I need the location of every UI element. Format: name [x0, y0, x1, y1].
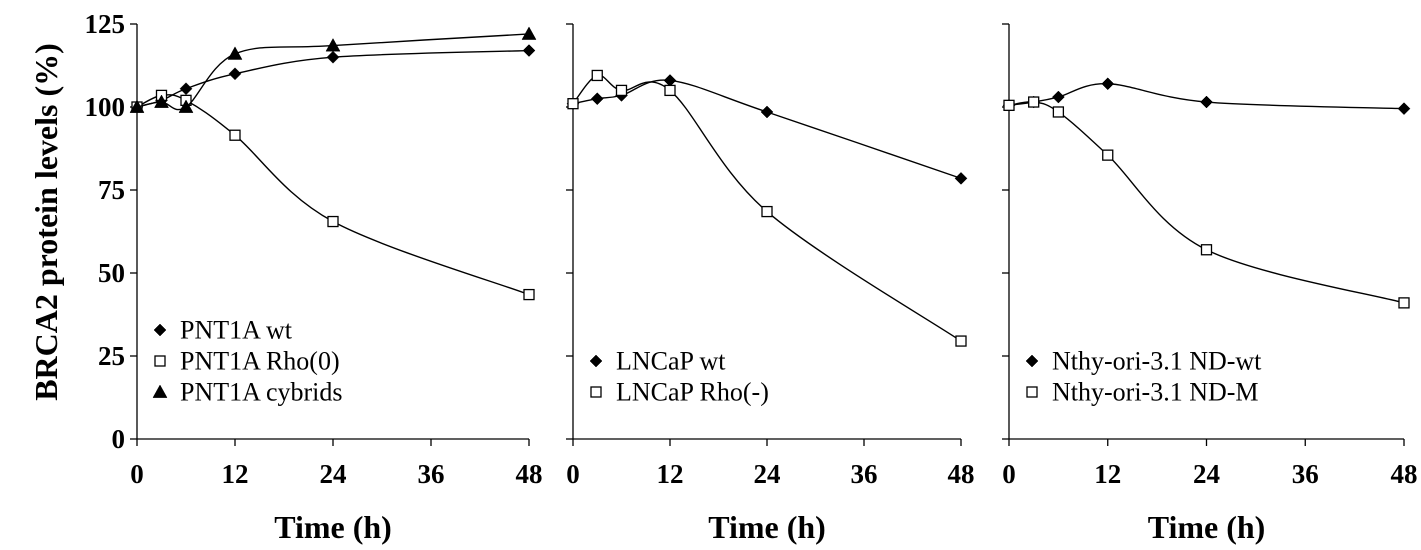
data-point-square — [1003, 99, 1015, 111]
x-axis-title: Time (h) — [274, 509, 392, 545]
data-point-diamond — [760, 105, 774, 119]
series-1 — [1002, 77, 1411, 116]
legend-marker-square — [154, 355, 166, 367]
x-tick-label: 24 — [320, 459, 347, 489]
series-line — [136, 94, 530, 296]
y-tick-label: 50 — [98, 258, 125, 288]
data-point-diamond — [1052, 90, 1065, 104]
data-point-triangle — [178, 99, 194, 113]
data-point-triangle — [325, 38, 341, 52]
data-point-square — [615, 84, 628, 97]
data-point-diamond — [1200, 95, 1213, 109]
series-line — [1008, 101, 1405, 304]
data-point-square — [955, 335, 967, 347]
data-point-square — [1398, 297, 1410, 309]
x-tick-label: 48 — [516, 459, 543, 489]
data-point-square — [567, 98, 579, 110]
data-point-square — [1102, 149, 1114, 161]
y-tick-label: 100 — [85, 92, 126, 122]
data-point-diamond — [1397, 102, 1411, 116]
legend-label: Nthy-ori-3.1 ND-wt — [1052, 347, 1262, 376]
legend-label: LNCaP wt — [616, 347, 726, 376]
x-tick-label: 48 — [948, 459, 975, 489]
x-tick-label: 24 — [1193, 459, 1220, 489]
data-point-square — [229, 129, 241, 141]
x-tick-label: 0 — [1002, 459, 1016, 489]
legend-label: PNT1A cybrids — [180, 378, 343, 407]
data-point-square — [1200, 244, 1213, 256]
data-point-triangle — [129, 99, 145, 113]
series-2 — [567, 69, 967, 347]
data-point-diamond — [228, 67, 242, 81]
x-tick-label: 0 — [566, 459, 580, 489]
data-point-diamond — [522, 44, 536, 57]
chart-panel-3: 0 12 24 36 48 Time (h) Nthy-ori-3.1 ND-wtNthy-… — [1002, 23, 1418, 545]
data-point-diamond — [590, 92, 604, 106]
x-tick-label: 12 — [1094, 459, 1121, 489]
x-tick-label: 12 — [222, 459, 249, 489]
legend-label: PNT1A Rho(0) — [180, 347, 340, 376]
data-point-square — [664, 84, 676, 97]
data-point-triangle — [227, 46, 243, 60]
legend-marker-diamond — [153, 323, 167, 337]
legend-marker-diamond — [589, 354, 603, 368]
data-point-square — [327, 215, 339, 228]
data-point-square — [1028, 96, 1040, 108]
series-3 — [129, 26, 537, 113]
x-tick-label: 12 — [657, 459, 684, 489]
data-point-diamond — [954, 172, 968, 185]
y-tick-label: 125 — [85, 9, 126, 39]
data-point-square — [1052, 106, 1065, 118]
data-point-square — [591, 69, 603, 82]
legend-marker-square — [590, 386, 602, 398]
data-point-diamond — [1101, 77, 1115, 91]
legend-label: Nthy-ori-3.1 ND-M — [1052, 378, 1259, 407]
x-tick-label: 36 — [851, 459, 878, 489]
x-tick-label: 36 — [1292, 459, 1319, 489]
legend-marker-triangle — [152, 384, 168, 398]
series-2 — [1003, 96, 1410, 309]
y-tick-label: 75 — [98, 175, 125, 205]
x-axis-title: Time (h) — [708, 509, 826, 545]
data-point-diamond — [663, 74, 677, 87]
y-tick-label: 25 — [98, 341, 125, 371]
x-tick-label: 48 — [1391, 459, 1418, 489]
x-tick-label: 24 — [754, 459, 781, 489]
series-line — [572, 79, 962, 180]
data-point-square — [523, 288, 535, 301]
x-tick-label: 0 — [130, 459, 144, 489]
legend-marker-diamond — [1025, 354, 1039, 368]
data-point-diamond — [179, 82, 193, 96]
data-point-triangle — [154, 94, 169, 108]
legend-marker-square — [1026, 386, 1038, 398]
y-axis-title: BRCA2 protein levels (%) — [28, 43, 64, 401]
x-tick-label: 36 — [418, 459, 445, 489]
y-tick-label: 0 — [112, 424, 126, 454]
data-point-diamond — [326, 50, 340, 64]
data-point-square — [761, 205, 773, 218]
legend-label: LNCaP Rho(-) — [616, 378, 769, 407]
x-axis-title: Time (h) — [1148, 509, 1266, 545]
data-point-triangle — [521, 26, 537, 40]
legend-label: PNT1A wt — [180, 316, 293, 345]
series-2 — [131, 89, 535, 301]
